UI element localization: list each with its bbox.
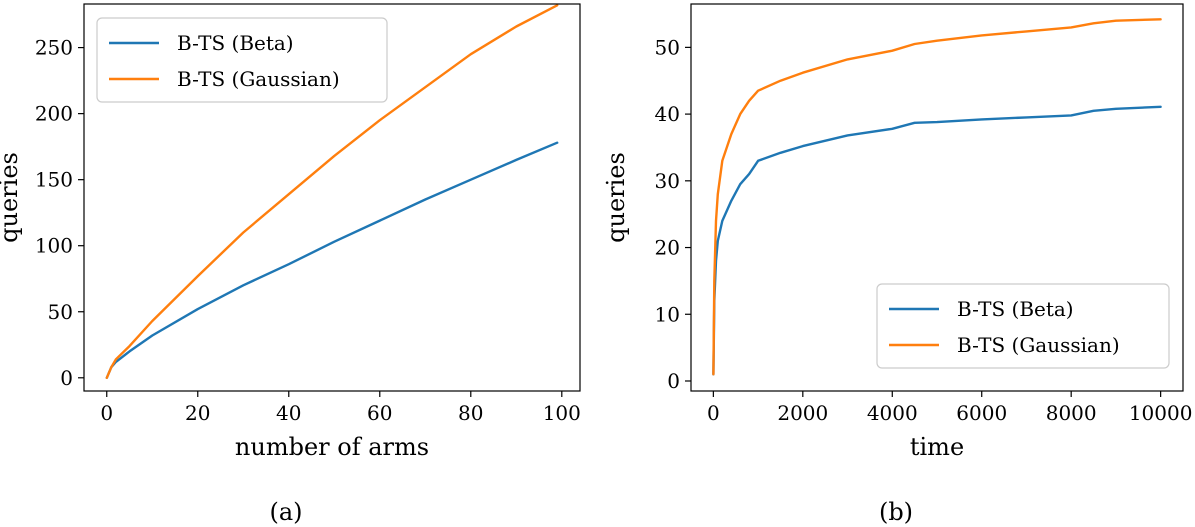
x-tick-label: 6000 [956,401,1007,425]
panel-caption: (a) [269,498,302,526]
legend-box [876,283,1170,369]
y-axis-label: queries [602,152,630,243]
y-tick-label: 20 [655,236,680,260]
series-line-beta [105,141,559,379]
x-tick-label: 8000 [1046,401,1097,425]
y-tick-label: 30 [655,169,680,193]
y-tick-label: 0 [60,366,73,390]
x-tick-label: 4000 [867,401,918,425]
legend-label-beta: B-TS (Beta) [957,297,1074,321]
y-tick-label: 50 [48,300,73,324]
series-line-gaussian [712,18,1162,376]
y-tick-label: 250 [35,36,73,60]
legend: B-TS (Beta) B-TS (Gaussian) [96,17,388,103]
legend-label-gaussian: B-TS (Gaussian) [177,67,340,91]
legend-label-beta: B-TS (Beta) [177,31,294,55]
y-tick-label: 150 [35,168,73,192]
axes-frame [690,3,1184,392]
x-tick-label: 2000 [777,401,828,425]
legend: B-TS (Beta) B-TS (Gaussian) [876,283,1170,369]
y-tick-label: 200 [35,102,73,126]
x-tick-label: 40 [276,401,301,425]
x-axis-label: time [910,433,964,461]
chart-panel-a: 0 20 40 60 80 100 0 50 100 150 200 250 number of arm… [0,3,581,526]
y-axis-label: queries [0,152,23,243]
x-tick-label: 80 [458,401,483,425]
series-line-gaussian [105,4,559,379]
legend-box [96,17,388,103]
x-tick-label: 10000 [1129,401,1193,425]
y-tick-label: 40 [655,102,680,126]
x-tick-label: 100 [543,401,581,425]
y-tick-label: 50 [655,35,680,59]
x-axis-label: number of arms [235,433,429,461]
y-tick-label: 10 [655,302,680,326]
axes-frame [83,3,581,392]
x-tick-label: 0 [100,401,113,425]
chart-panel-b: 0 2000 4000 6000 8000 10000 0 10 20 30 40 50 time que… [602,3,1193,526]
x-tick-label: 60 [367,401,392,425]
x-tick-label: 0 [707,401,720,425]
panel-caption: (b) [879,498,913,526]
y-tick-label: 100 [35,234,73,258]
y-tick-label: 0 [667,369,680,393]
series-line-beta [712,105,1162,376]
x-tick-label: 20 [185,401,210,425]
legend-label-gaussian: B-TS (Gaussian) [957,333,1120,357]
